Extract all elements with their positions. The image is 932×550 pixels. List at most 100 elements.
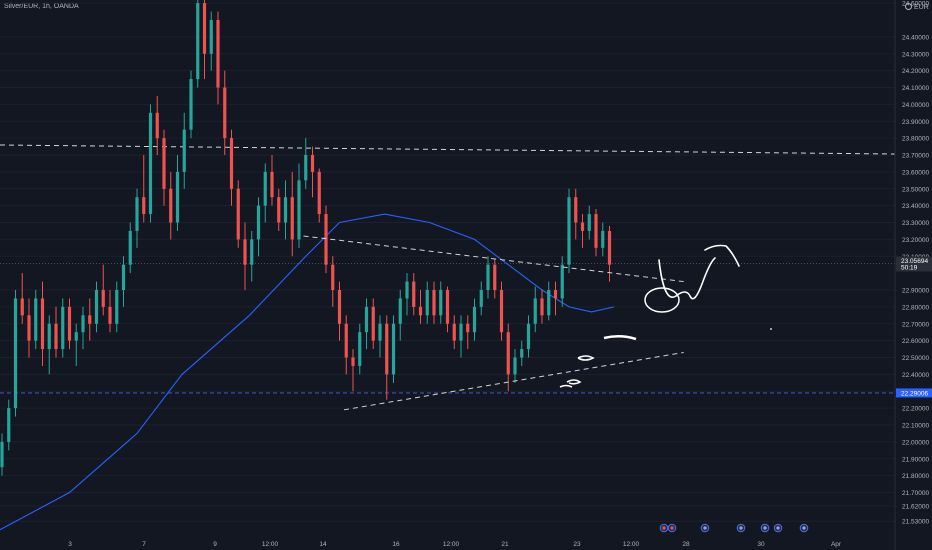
candle [364, 298, 369, 350]
x-tick-label: 21 [501, 541, 509, 548]
y-tick-label: 24.30000 [902, 51, 929, 58]
y-tick-label: 23.60000 [902, 169, 929, 176]
x-tick-label: 30 [757, 541, 765, 548]
last-price-tag [896, 256, 932, 272]
time-axis[interactable]: 3 7 9 12:00 14 16 12:00 21 23 12:00 28 30 Apr [68, 541, 842, 548]
candle [486, 256, 490, 299]
candle [283, 180, 288, 240]
candle [196, 0, 200, 88]
candle-body [472, 306, 477, 333]
y-tick-label: 22.60000 [902, 338, 929, 345]
candle [540, 290, 544, 324]
candle [398, 290, 402, 341]
candle [378, 315, 382, 358]
candle-body [182, 129, 186, 172]
chart-symbol-title: Silver/EUR, 1h, OANDA [4, 3, 79, 10]
event-marker-dot [802, 526, 806, 530]
candle-body [432, 290, 436, 316]
candle [0, 433, 4, 476]
candle [148, 104, 153, 223]
candle [88, 298, 92, 341]
candle-body [223, 87, 227, 139]
event-marker-dot [776, 526, 780, 530]
event-markers[interactable] [659, 523, 809, 533]
x-tick-label: 3 [68, 541, 72, 548]
candle [189, 70, 193, 139]
event-marker [760, 523, 770, 533]
candle [587, 205, 591, 240]
candle [594, 209, 598, 257]
drawing-scribble-2 [577, 355, 595, 361]
currency-label[interactable]: EUR [905, 3, 929, 11]
candle [493, 259, 497, 299]
candle-body [115, 290, 119, 324]
candle-body [304, 155, 308, 181]
candle [506, 323, 510, 392]
candle-body [162, 138, 166, 189]
candle [128, 222, 132, 274]
candle-body [574, 197, 578, 223]
candle [371, 298, 375, 350]
candle-body [108, 306, 112, 324]
x-tick-label: 7 [142, 541, 146, 548]
candle-body [250, 239, 254, 265]
y-tick-label: 24.60000 [902, 1, 929, 8]
candle-body [547, 290, 551, 316]
candle-body [364, 306, 369, 333]
candle [601, 222, 605, 257]
candle-body [13, 298, 18, 409]
y-tick-label: 21.90000 [902, 456, 929, 463]
y-tick-label: 21.53000 [902, 519, 929, 526]
candle [74, 323, 78, 366]
trendline [343, 351, 684, 411]
event-marker-dot [763, 526, 767, 530]
candle [20, 273, 24, 324]
currency-icon [905, 3, 912, 10]
candle [324, 205, 328, 274]
candle [54, 306, 58, 358]
candle [385, 315, 389, 400]
candle [67, 298, 72, 350]
candle-body [459, 323, 463, 341]
candle [452, 315, 456, 350]
candle [175, 155, 180, 231]
candle-body [175, 171, 180, 223]
y-tick-label: 23.90000 [902, 119, 929, 126]
candle [135, 188, 139, 248]
price-axis[interactable]: 24.8000024.6000024.4000024.3000024.20000… [894, 0, 932, 550]
candle [337, 281, 342, 341]
candle [216, 11, 220, 105]
currency-text: EUR [914, 4, 929, 11]
candle-body [135, 197, 139, 231]
candle-body [216, 20, 220, 88]
candle-body [270, 171, 274, 198]
x-tick-label: 28 [682, 541, 690, 548]
candle [580, 214, 585, 248]
candle [412, 273, 416, 316]
y-tick-label: 22.20000 [902, 406, 929, 413]
candle-body [142, 197, 146, 215]
candle-body [88, 315, 92, 324]
candle [466, 315, 470, 350]
candle [162, 129, 166, 206]
candle-body [317, 171, 321, 215]
x-tick-label: 9 [213, 541, 217, 548]
candle [418, 290, 423, 324]
support-price-label: 22.29006 [901, 390, 928, 397]
trendlines [303, 235, 684, 411]
candle [425, 281, 429, 324]
candle [81, 306, 85, 350]
candle [142, 155, 146, 223]
drawing-circle [644, 287, 680, 313]
candle-body [277, 197, 281, 223]
candle [27, 298, 31, 358]
candle-body [533, 298, 537, 324]
candle [250, 230, 254, 282]
candle-body [540, 298, 544, 316]
candle [34, 290, 38, 350]
candle [526, 315, 531, 358]
candle [277, 188, 281, 231]
candle-body [310, 155, 315, 172]
candle [520, 340, 524, 366]
